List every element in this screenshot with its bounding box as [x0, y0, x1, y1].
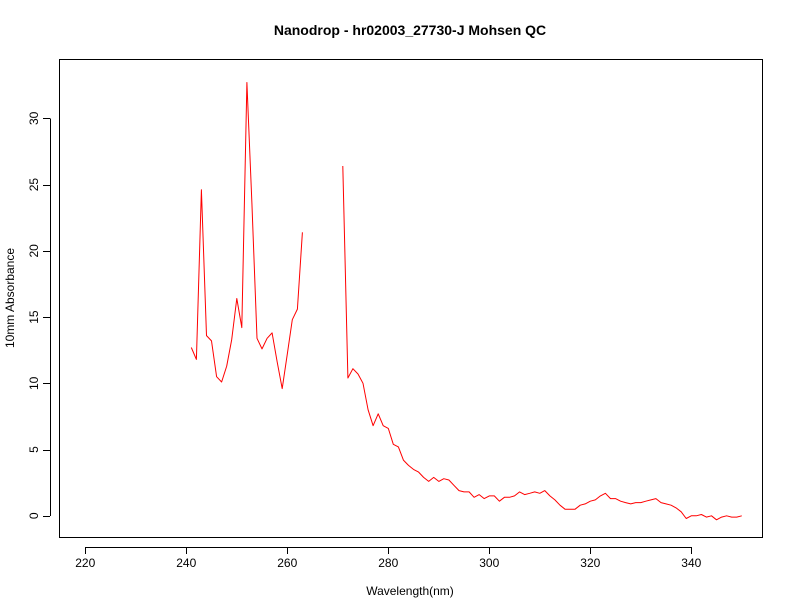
x-tick-label: 320 [580, 556, 600, 570]
plot-area-frame [59, 59, 763, 538]
y-tick-label: 5 [27, 446, 41, 453]
x-axis-label: Wavelength(nm) [366, 584, 454, 598]
y-tick-label: 25 [27, 178, 41, 192]
x-tick-label: 260 [277, 556, 297, 570]
y-tick-label: 30 [27, 111, 41, 125]
y-tick-label: 10 [27, 376, 41, 390]
chart-title: Nanodrop - hr02003_27730-J Mohsen QC [274, 22, 546, 38]
y-tick-label: 15 [27, 310, 41, 324]
absorbance-series-line [342, 165, 742, 521]
series-layer [190, 82, 742, 521]
absorbance-series-line [190, 82, 303, 390]
y-axis: 0 5 10 15 20 25 30 [27, 111, 51, 519]
x-axis: 220 240 260 280 300 320 340 [75, 547, 702, 570]
y-tick-label: 0 [27, 512, 41, 519]
x-tick-label: 300 [479, 556, 499, 570]
x-tick-label: 240 [176, 556, 196, 570]
y-axis-label: 10mm Absorbance [3, 248, 17, 348]
y-tick-label: 20 [27, 244, 41, 258]
x-tick-label: 220 [75, 556, 95, 570]
x-tick-label: 280 [378, 556, 398, 570]
x-tick-label: 340 [681, 556, 701, 570]
